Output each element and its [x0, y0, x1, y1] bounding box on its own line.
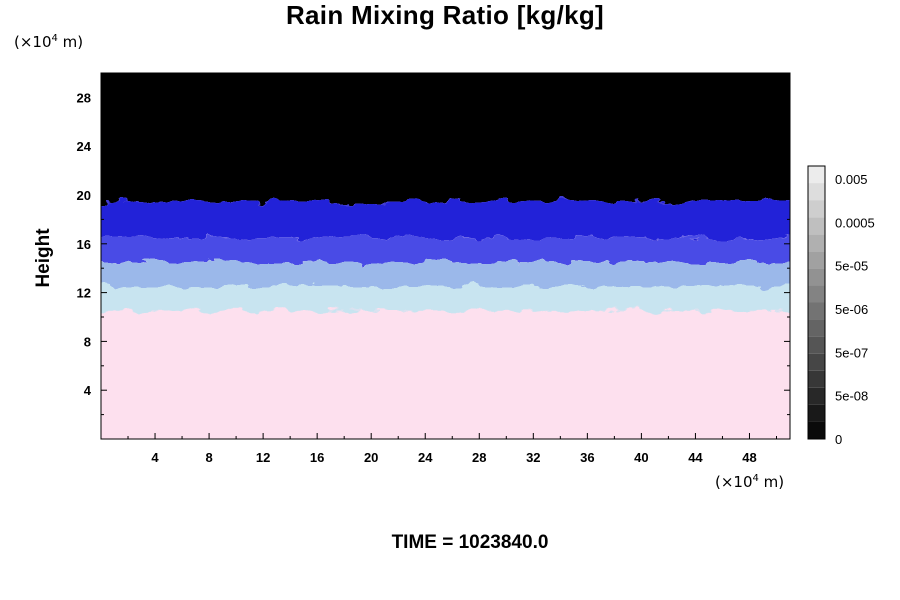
colorbar-swatch	[808, 217, 825, 235]
colorbar-swatch	[808, 421, 825, 439]
plot-frame	[100, 72, 791, 440]
x-tick-label: 24	[418, 450, 433, 465]
colorbar-label: 5e-07	[835, 345, 868, 360]
x-tick-label: 48	[742, 450, 756, 465]
x-tick-label: 36	[580, 450, 594, 465]
x-tick-label: 40	[634, 450, 648, 465]
x-axis-unit: (×104 m)	[715, 473, 785, 491]
y-tick-label: 12	[77, 286, 91, 301]
y-tick-label: 24	[77, 139, 92, 154]
heatmap-field	[101, 73, 790, 439]
field-band	[101, 73, 790, 202]
x-tick-label: 44	[688, 450, 703, 465]
field-band	[101, 286, 790, 311]
x-tick-label: 28	[472, 450, 486, 465]
colorbar-swatch	[808, 183, 825, 201]
colorbar-swatch	[808, 268, 825, 286]
field-band	[101, 237, 790, 263]
colorbar-label: 0.0005	[835, 215, 875, 230]
x-tick-label: 16	[310, 450, 324, 465]
y-axis-unit: (×104 m)	[14, 33, 84, 51]
colorbar-label: 5e-05	[835, 259, 868, 274]
colorbar-swatch	[808, 166, 825, 184]
chart-title: Rain Mixing Ratio [kg/kg]	[285, 0, 605, 30]
field-band	[101, 201, 790, 238]
colorbar: 0.005 0.0005 5e-05 5e-06 5e-07 5e-08 0	[807, 165, 875, 447]
colorbar-swatch	[808, 387, 825, 405]
colorbar-swatch	[808, 319, 825, 337]
colorbar-frame	[807, 165, 826, 440]
x-tick-label: 12	[256, 450, 270, 465]
colorbar-label: 5e-08	[835, 389, 868, 404]
colorbar-swatch	[808, 251, 825, 269]
colorbar-swatch	[808, 370, 825, 388]
colorbar-swatch	[808, 200, 825, 218]
colorbar-swatch	[808, 336, 825, 354]
colorbar-label: 0.005	[835, 172, 868, 187]
y-tick-label: 16	[77, 237, 91, 252]
colorbar-swatch	[808, 234, 825, 252]
y-tick-label: 4	[84, 383, 92, 398]
field-band	[101, 310, 790, 439]
x-tick-label: 32	[526, 450, 540, 465]
y-tick-label: 8	[84, 334, 91, 349]
colorbar-swatch	[808, 302, 825, 320]
x-tick-label: 8	[205, 450, 212, 465]
y-tick-label: 28	[77, 90, 91, 105]
colorbar-swatch	[808, 353, 825, 371]
field-band	[101, 262, 790, 287]
y-tick-label: 20	[77, 188, 91, 203]
x-tick-label: 4	[151, 450, 159, 465]
x-tick-label: 20	[364, 450, 378, 465]
colorbar-label: 5e-06	[835, 302, 868, 317]
colorbar-swatch	[808, 404, 825, 422]
field-clip	[101, 73, 790, 439]
colorbar-swatch	[808, 285, 825, 303]
colorbar-label: 0	[835, 432, 842, 447]
time-label: TIME = 1023840.0	[391, 532, 549, 553]
